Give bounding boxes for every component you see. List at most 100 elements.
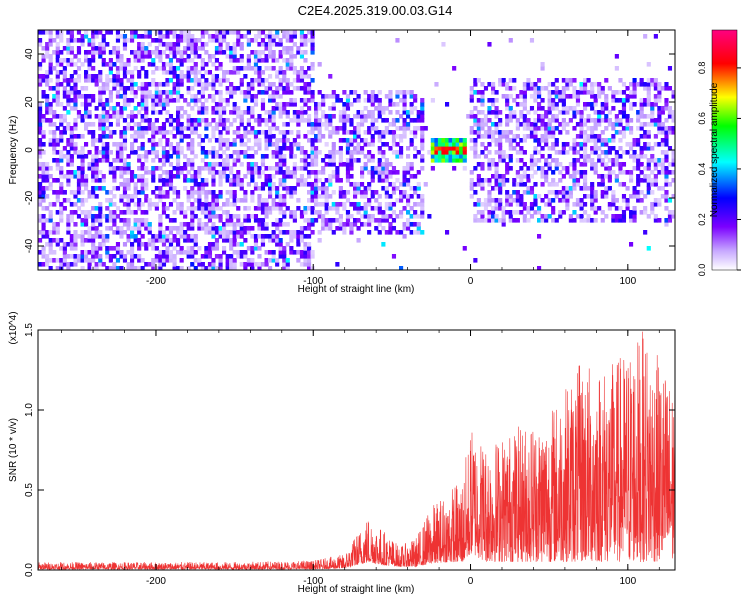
heatmap-cell <box>218 66 223 71</box>
heatmap-cell <box>579 154 584 159</box>
heatmap-cell <box>91 38 96 43</box>
heatmap-cell <box>176 66 181 71</box>
heatmap-cell <box>483 114 489 119</box>
heatmap-cell <box>122 190 128 195</box>
heatmap-cell <box>144 110 149 115</box>
heatmap-cell <box>48 142 53 147</box>
heatmap-cell <box>119 94 124 99</box>
heatmap-cell <box>296 206 301 211</box>
heatmap-cell <box>69 218 74 223</box>
heatmap-cell <box>73 134 78 139</box>
heatmap-cell <box>91 134 96 139</box>
heatmap-cell <box>126 234 131 239</box>
heatmap-cell <box>211 202 216 207</box>
heatmap-cell <box>554 126 559 131</box>
heatmap-cell <box>611 202 616 207</box>
heatmap-cell <box>583 154 588 159</box>
heatmap-cell <box>363 142 368 147</box>
heatmap-cell <box>660 150 665 155</box>
heatmap-cell <box>204 214 209 219</box>
heatmap-cell <box>391 130 397 135</box>
heatmap-cell <box>646 62 651 67</box>
heatmap-cell <box>204 182 209 187</box>
heatmap-cell <box>551 198 556 203</box>
heatmap-cell <box>108 30 113 35</box>
heatmap-cell <box>285 38 290 43</box>
heatmap-cell <box>214 170 220 175</box>
heatmap-cell <box>278 254 283 259</box>
heatmap-cell <box>282 110 287 115</box>
heatmap-cell <box>98 114 103 119</box>
heatmap-cell <box>667 210 673 215</box>
heatmap-cell <box>377 174 382 179</box>
heatmap-cell <box>335 170 340 175</box>
heatmap-cell <box>554 94 559 99</box>
heatmap-cell <box>264 90 269 95</box>
heatmap-cell <box>473 190 478 195</box>
heatmap-cell <box>80 250 85 255</box>
heatmap-cell <box>55 78 60 83</box>
heatmap-cell <box>225 198 230 203</box>
heatmap-cell <box>296 110 301 115</box>
heatmap-cell <box>225 230 230 235</box>
snr-x-tick-label: 0 <box>468 576 474 587</box>
heatmap-cell <box>345 114 351 119</box>
heatmap-cell <box>186 246 191 251</box>
heatmap-cell <box>137 246 142 251</box>
heatmap-cell <box>55 94 60 99</box>
heatmap-cell <box>84 70 89 75</box>
heatmap-cell <box>377 194 382 199</box>
heatmap-cell <box>158 166 163 171</box>
heatmap-cell <box>370 114 375 119</box>
heatmap-cell <box>105 254 110 259</box>
heatmap-cell <box>314 154 319 159</box>
heatmap-cell <box>621 150 627 155</box>
heatmap-cell <box>38 126 43 131</box>
heatmap-cell <box>154 246 159 251</box>
heatmap-cell <box>501 150 506 155</box>
heatmap-cell <box>558 190 563 195</box>
heatmap-cell <box>572 90 577 95</box>
heatmap-cell <box>278 106 283 111</box>
heatmap-cell <box>345 106 351 111</box>
heatmap-cell <box>643 210 648 215</box>
heatmap-cell <box>406 178 411 183</box>
heatmap-cell <box>158 50 163 55</box>
heatmap-cell <box>130 250 135 255</box>
heatmap-cell <box>158 66 163 71</box>
heatmap-cell <box>197 70 202 75</box>
heatmap-cell <box>176 46 181 51</box>
heatmap-cell <box>657 122 662 127</box>
heatmap-cell <box>508 198 513 203</box>
heatmap-cell <box>108 98 113 103</box>
heatmap-cell <box>292 86 297 91</box>
heatmap-cell <box>62 130 67 135</box>
heatmap-cell <box>282 154 287 159</box>
heatmap-cell <box>388 170 393 175</box>
heatmap-cell <box>650 154 655 159</box>
heatmap-cell <box>193 198 198 203</box>
heatmap-cell <box>420 198 425 203</box>
heatmap-cell <box>519 198 524 203</box>
heatmap-cell <box>522 182 527 187</box>
heatmap-cell <box>66 138 71 143</box>
heatmap-cell <box>229 238 234 243</box>
heatmap-cell <box>653 94 658 99</box>
heatmap-cell <box>154 142 159 147</box>
heatmap-cell <box>232 230 237 235</box>
heatmap-cell <box>264 166 269 171</box>
heatmap-cell <box>161 154 167 159</box>
heatmap-cell <box>303 98 308 103</box>
heatmap-cell <box>625 114 630 119</box>
heatmap-cell <box>268 206 273 211</box>
heatmap-cell <box>328 154 333 159</box>
heatmap-cell <box>303 118 308 123</box>
heatmap-cell <box>161 230 167 235</box>
heatmap-cell <box>462 154 467 159</box>
heatmap-cell <box>66 170 71 175</box>
heatmap-cell <box>374 118 379 123</box>
heatmap-cell <box>91 190 96 195</box>
heatmap-cell <box>137 34 142 39</box>
heatmap-cell <box>207 54 213 59</box>
heatmap-cell <box>158 110 163 115</box>
